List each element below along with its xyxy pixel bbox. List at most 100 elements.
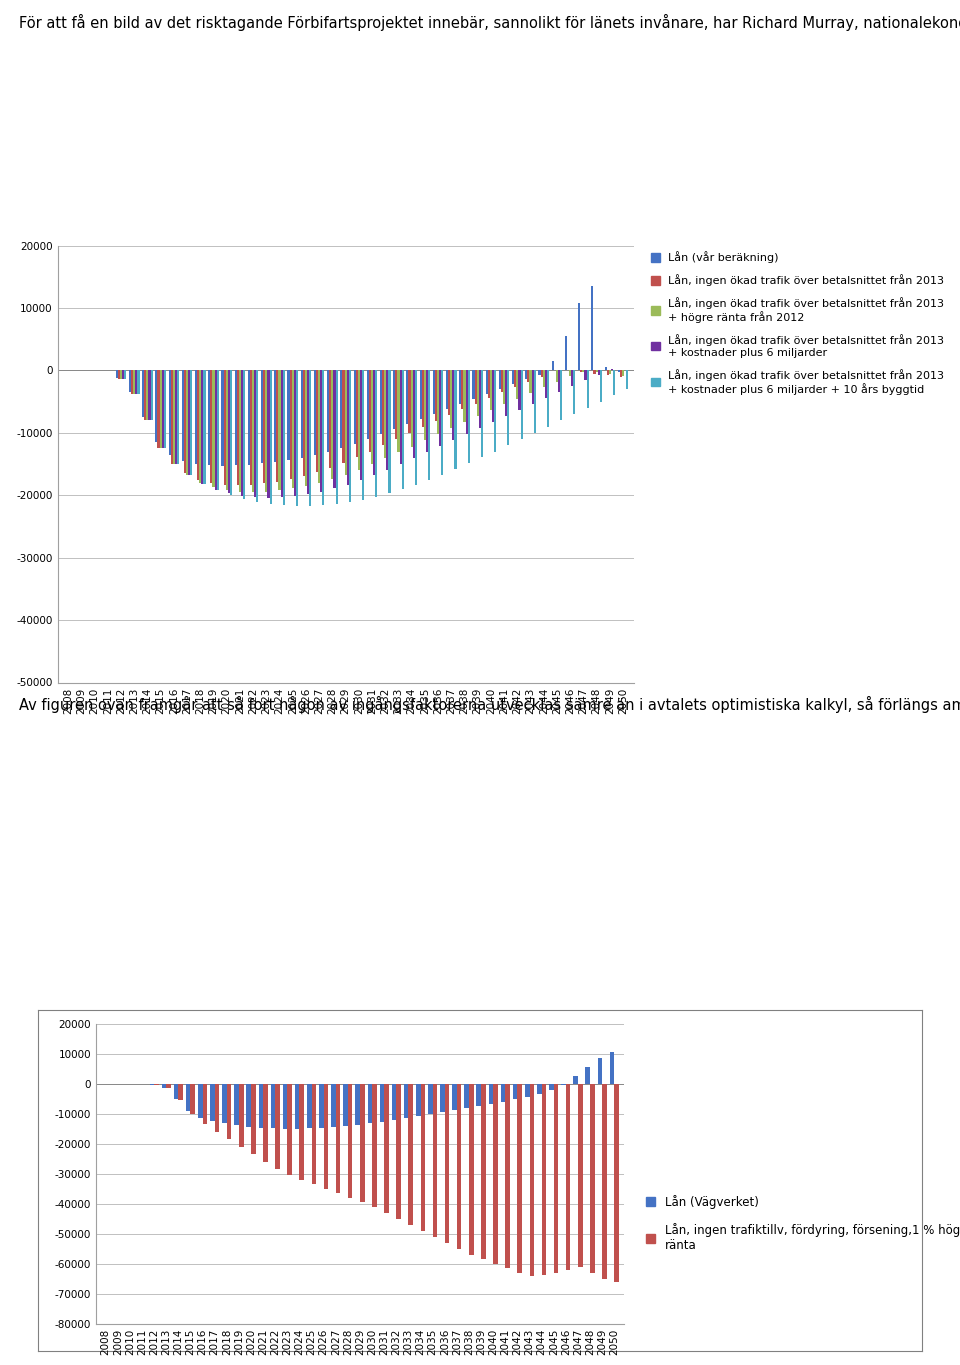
Bar [474,370,477,404]
Bar [195,370,197,464]
Bar [171,370,173,464]
Bar [144,370,146,420]
Bar [224,370,226,485]
Bar [420,370,421,419]
Bar [186,1084,190,1111]
Bar [318,370,321,483]
Bar [464,370,466,422]
Bar [150,1084,155,1085]
Bar [486,370,488,394]
Bar [539,370,540,375]
Bar [384,370,386,459]
Bar [372,1084,376,1207]
Bar [598,1058,602,1084]
Bar [331,1084,336,1127]
Bar [355,1084,360,1125]
Bar [564,336,567,370]
Bar [505,370,507,416]
Bar [348,1084,352,1198]
Bar [186,370,188,475]
Bar [278,370,280,490]
Bar [433,1084,437,1237]
Bar [247,1084,251,1126]
Bar [263,370,265,483]
Bar [507,370,510,445]
Bar [450,370,452,427]
Bar [348,370,351,502]
Bar [151,370,153,420]
Bar [620,370,622,377]
Bar [571,370,573,386]
Bar [416,1084,420,1117]
Bar [287,370,290,460]
Bar [295,1084,300,1129]
Bar [239,370,241,491]
Bar [169,370,171,455]
Bar [626,370,628,389]
Bar [263,1084,268,1162]
Bar [513,1084,517,1099]
Bar [210,1084,215,1122]
Bar [276,370,278,482]
Bar [501,1084,505,1102]
Bar [283,1084,287,1129]
Bar [452,370,454,441]
Bar [256,370,258,502]
Text: Av figuren ovan framgår att så fort någon av ingångsfaktorerna utvecklas sämre ä: Av figuren ovan framgår att så fort någo… [19,696,960,713]
Bar [421,370,423,427]
Bar [457,1084,462,1249]
Bar [120,370,122,378]
Bar [344,1084,348,1126]
Bar [173,370,175,464]
Bar [442,370,444,475]
Bar [222,370,224,465]
Bar [132,370,133,393]
Bar [345,370,347,475]
Bar [468,370,469,464]
Bar [324,1084,328,1189]
Bar [399,370,401,464]
Bar [305,370,307,486]
Bar [537,1084,541,1093]
Bar [316,370,318,472]
Bar [593,370,595,374]
Bar [556,370,558,382]
Bar [226,370,228,490]
Bar [415,370,417,485]
Bar [202,370,204,485]
Bar [492,370,494,422]
Bar [347,370,348,485]
Bar [252,370,254,493]
Bar [446,370,448,410]
Bar [426,370,428,452]
Bar [280,370,282,497]
Bar [133,370,135,393]
Bar [184,370,186,474]
Bar [302,370,305,476]
Bar [371,370,373,464]
Bar [265,370,268,491]
Bar [358,370,360,470]
Bar [270,370,272,504]
Bar [382,370,384,445]
Bar [469,1084,473,1254]
Bar [122,370,124,378]
Bar [489,1084,493,1104]
Bar [282,370,285,505]
Bar [444,1084,449,1244]
Bar [321,370,323,491]
Bar [409,370,411,433]
Bar [448,370,450,415]
Bar [590,1084,594,1274]
Bar [607,370,609,375]
Legend: Lån (Vägverket), Lån, ingen trafiktillv, fördyring, försening,1 % högre
ränta: Lån (Vägverket), Lån, ingen trafiktillv,… [646,1194,960,1252]
Bar [602,1084,607,1279]
Bar [137,370,139,393]
Bar [397,370,399,452]
Bar [157,370,159,449]
Bar [155,1084,158,1085]
Bar [190,370,192,475]
Bar [116,370,118,378]
Bar [215,1084,219,1132]
Bar [234,370,237,465]
